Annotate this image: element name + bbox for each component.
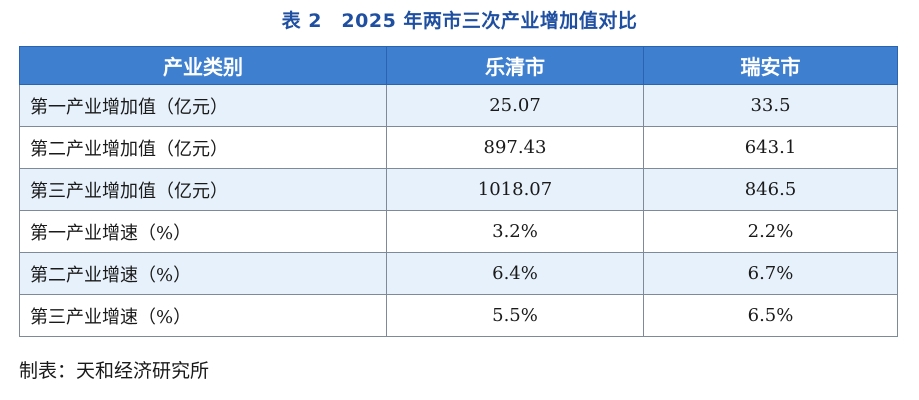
table-row: 第二产业增速（%） 6.4% 6.7% — [19, 252, 898, 295]
row-label: 第一产业增速（%） — [19, 210, 387, 253]
ruian-value: 846.5 — [643, 168, 898, 211]
source-note: 制表：天和经济研究所 — [19, 360, 210, 382]
yueqing-value: 1018.07 — [386, 168, 644, 211]
comparison-table: 产业类别 乐清市 瑞安市 第一产业增加值（亿元） 25.07 33.5 第二产业… — [19, 46, 898, 337]
header-row: 产业类别 乐清市 瑞安市 — [19, 46, 898, 85]
yueqing-value: 3.2% — [386, 210, 644, 253]
row-label: 第二产业增加值（亿元） — [19, 126, 387, 169]
ruian-value: 2.2% — [643, 210, 898, 253]
ruian-value: 6.7% — [643, 252, 898, 295]
row-label: 第一产业增加值（亿元） — [19, 84, 387, 127]
row-label: 第三产业增速（%） — [19, 294, 387, 337]
table-row: 第一产业增加值（亿元） 25.07 33.5 — [19, 84, 898, 127]
ruian-value: 6.5% — [643, 294, 898, 337]
row-label: 第二产业增速（%） — [19, 252, 387, 295]
table-row: 第三产业增速（%） 5.5% 6.5% — [19, 294, 898, 337]
yueqing-value: 897.43 — [386, 126, 644, 169]
table-row: 第三产业增加值（亿元） 1018.07 846.5 — [19, 168, 898, 211]
header-category: 产业类别 — [19, 46, 387, 85]
ruian-value: 33.5 — [643, 84, 898, 127]
header-ruian: 瑞安市 — [643, 46, 898, 85]
ruian-value: 643.1 — [643, 126, 898, 169]
table-title: 表 2 2025 年两市三次产业增加值对比 — [281, 10, 638, 32]
table-row: 第一产业增速（%） 3.2% 2.2% — [19, 210, 898, 253]
yueqing-value: 6.4% — [386, 252, 644, 295]
yueqing-value: 25.07 — [386, 84, 644, 127]
yueqing-value: 5.5% — [386, 294, 644, 337]
row-label: 第三产业增加值（亿元） — [19, 168, 387, 211]
table-row: 第二产业增加值（亿元） 897.43 643.1 — [19, 126, 898, 169]
header-yueqing: 乐清市 — [386, 46, 644, 85]
